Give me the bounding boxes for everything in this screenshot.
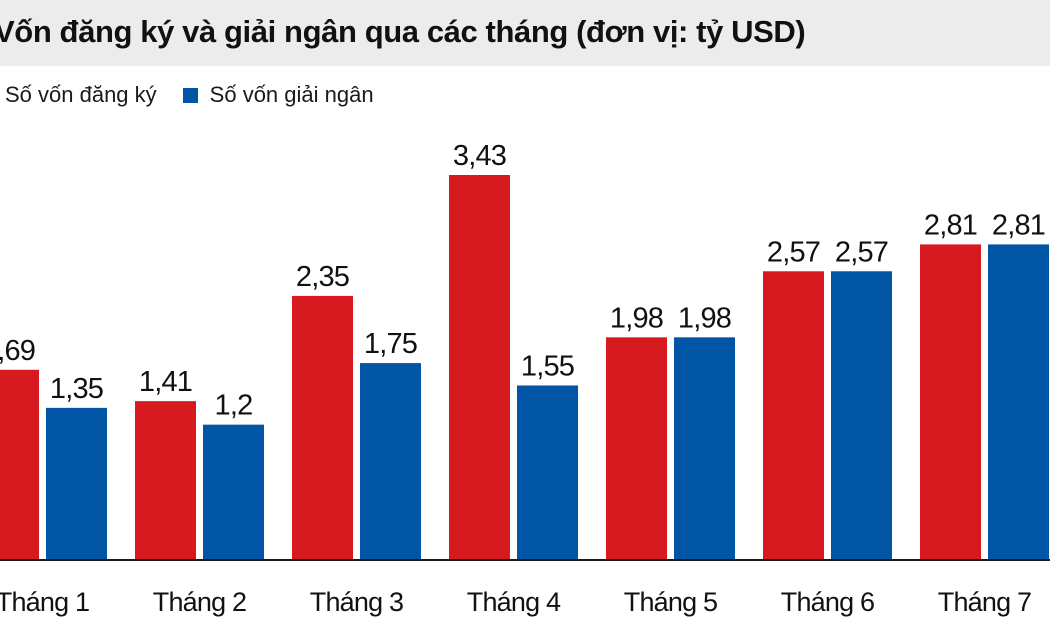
legend-item-registered: Số vốn đăng ký: [0, 82, 157, 108]
chart-title: Vốn đăng ký và giải ngân qua các tháng (…: [0, 14, 806, 49]
bar-registered: [135, 401, 196, 559]
category-label: Tháng 4: [467, 587, 561, 617]
bar-registered: [0, 369, 39, 559]
bar-disbursed: [46, 407, 107, 559]
data-label-disbursed: 1,98: [678, 302, 731, 334]
data-label-registered: 2,35: [296, 261, 349, 293]
bar-registered: [763, 271, 824, 559]
data-label-disbursed: 2,81: [992, 209, 1045, 241]
data-label-disbursed: 2,57: [835, 236, 888, 268]
bar-registered: [606, 337, 667, 559]
data-label-disbursed: 1,75: [364, 328, 417, 360]
bar-disbursed: [203, 424, 264, 559]
title-bar: [0, 0, 1050, 66]
bar-disbursed: [517, 385, 578, 559]
data-label-registered: 1,98: [610, 302, 663, 334]
category-label: Tháng 6: [781, 587, 874, 617]
data-label-registered: 1,41: [139, 366, 192, 398]
legend-item-disbursed: Số vốn giải ngân: [182, 82, 374, 108]
category-label: Tháng 7: [938, 587, 1031, 617]
legend: Số vốn đăng ký Số vốn giải ngân: [0, 80, 400, 110]
legend-label-registered: Số vốn đăng ký: [5, 82, 157, 107]
legend-label-disbursed: Số vốn giải ngân: [209, 82, 374, 107]
bar-registered: [292, 295, 353, 559]
data-label-disbursed: 1,55: [521, 350, 574, 382]
data-label-registered: 2,57: [767, 236, 820, 268]
bar-disbursed: [360, 363, 421, 559]
bar-registered: [920, 244, 981, 559]
bar-disbursed: [831, 271, 892, 559]
legend-swatch-disbursed: [182, 87, 198, 103]
data-label-registered: 1,69: [0, 335, 35, 367]
category-label: Tháng 3: [310, 587, 403, 617]
category-label: Tháng 2: [153, 587, 246, 617]
bar-registered: [449, 175, 510, 559]
bar-disbursed: [988, 244, 1049, 559]
category-label: Tháng 5: [624, 587, 717, 617]
data-label-registered: 3,43: [453, 140, 506, 172]
category-label: Tháng 1: [0, 587, 89, 617]
data-label-disbursed: 1,35: [50, 373, 103, 405]
bar-disbursed: [674, 337, 735, 559]
data-label-registered: 2,81: [924, 209, 977, 241]
data-label-disbursed: 1,2: [215, 390, 253, 422]
